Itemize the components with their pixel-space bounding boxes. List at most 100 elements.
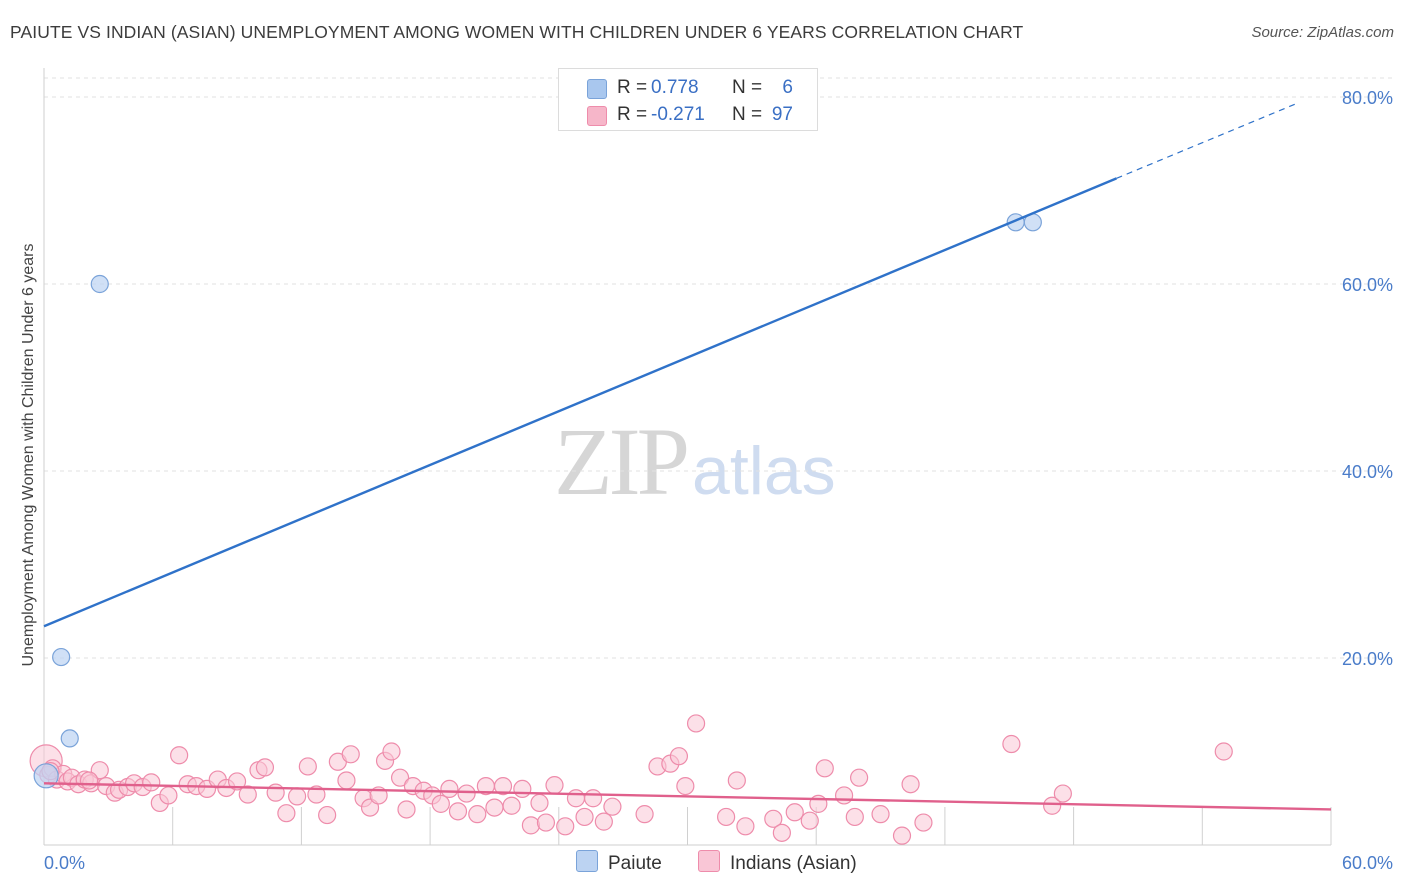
- indian-asian-point: [457, 784, 476, 803]
- r-value: -0.271: [651, 104, 705, 125]
- indian-asian-point: [288, 787, 307, 806]
- indian-asian-point: [736, 817, 755, 836]
- indian-asian-point: [1053, 784, 1072, 803]
- indian-asian-point: [566, 789, 586, 808]
- y-tick-label: 40.0%: [1342, 462, 1393, 482]
- indian-asian-point: [277, 804, 296, 823]
- indian-asian-point: [676, 776, 695, 796]
- y-tick-label: 80.0%: [1342, 88, 1393, 108]
- n-value: 97: [771, 104, 793, 125]
- indian-asian-point: [914, 813, 933, 832]
- indian-asian-point: [834, 786, 854, 805]
- indian-asian-point: [318, 805, 337, 825]
- indian-asian-swatch: [587, 106, 607, 126]
- indian-asian-point: [603, 797, 622, 816]
- indian-asian-point: [635, 805, 654, 824]
- r-label: R =: [617, 77, 648, 98]
- indian-asian-point: [727, 771, 746, 790]
- indian-asian-point: [556, 817, 575, 836]
- watermark-zip: ZIP: [554, 408, 690, 515]
- indian-asian-point: [440, 779, 459, 799]
- indian-asian-point: [815, 759, 834, 778]
- indian-asian-point: [849, 768, 869, 787]
- indian-asian-point: [901, 775, 920, 794]
- paiute-points: [33, 213, 1042, 789]
- indian-asian-point: [686, 714, 706, 733]
- indian-asian-point: [238, 785, 257, 804]
- tick-labels: 20.0% 40.0% 60.0% 80.0% 0.0% 60.0%: [44, 88, 1393, 873]
- indian-asian-point: [382, 742, 401, 761]
- indian-asian-points: [29, 714, 1233, 845]
- indian-asian-point: [390, 768, 410, 787]
- n-label: N =: [732, 104, 763, 125]
- indian-asian-point: [341, 745, 360, 764]
- legend-item-paiute: Paiute: [576, 850, 662, 875]
- paiute-legend-label: Paiute: [608, 853, 662, 874]
- indian-asian-point: [159, 786, 178, 805]
- indian-asian-point: [298, 757, 317, 776]
- chart-title: PAIUTE VS INDIAN (ASIAN) UNEMPLOYMENT AM…: [10, 22, 1024, 42]
- legend-row-paiute: R = 0.778 N = 6: [559, 75, 817, 103]
- indian-asian-point: [575, 807, 594, 827]
- indian-asian-point: [530, 793, 549, 813]
- indian-asian-point: [502, 796, 521, 815]
- paiute-trend-extension: [1116, 102, 1300, 179]
- indian-asian-point: [1214, 742, 1233, 761]
- indian-asian-point: [785, 803, 804, 822]
- x-tick-label-max: 60.0%: [1342, 853, 1393, 873]
- indian-asian-point: [513, 779, 532, 799]
- legend-item-indian-asian: Indians (Asian): [698, 850, 857, 875]
- indian-asian-point: [493, 776, 513, 796]
- indian-asian-point: [485, 798, 504, 817]
- watermark-atlas: atlas: [692, 433, 836, 509]
- indian-asian-point: [468, 805, 487, 824]
- n-value: 6: [782, 77, 793, 98]
- indian-asian-point: [397, 800, 416, 819]
- indian-asian-point: [227, 772, 247, 791]
- indian-asian-point: [845, 807, 864, 827]
- indian-asian-point: [448, 802, 468, 821]
- paiute-point: [33, 763, 59, 789]
- indian-asian-point: [800, 811, 819, 830]
- indian-asian-point: [255, 758, 275, 777]
- r-value: 0.778: [651, 77, 699, 98]
- paiute-point: [60, 729, 79, 748]
- n-label: N =: [732, 77, 763, 98]
- indian-asian-point: [717, 807, 736, 827]
- indian-asian-legend-label: Indians (Asian): [730, 853, 857, 874]
- x-tick-label-min: 0.0%: [44, 853, 85, 873]
- correlation-legend: R = 0.778 N = 6 R = -0.271 N = 97: [558, 68, 818, 131]
- indian-asian-point: [431, 794, 450, 813]
- paiute-legend-swatch: [576, 850, 598, 872]
- indian-asian-point: [584, 789, 603, 808]
- paiute-point: [90, 274, 109, 294]
- trend-lines: [43, 102, 1332, 811]
- indian-asian-point: [669, 747, 689, 766]
- paiute-point: [52, 647, 71, 667]
- indian-asian-point: [142, 773, 161, 792]
- indian-asian-point: [1043, 796, 1062, 815]
- paiute-trend-line: [43, 177, 1117, 628]
- grid-lines: [44, 77, 1392, 659]
- indian-asian-point: [764, 809, 783, 828]
- indian-asian-point: [545, 776, 564, 795]
- y-tick-label: 20.0%: [1342, 649, 1393, 669]
- indian-asian-point: [892, 826, 912, 845]
- indian-asian-point: [536, 813, 556, 832]
- indian-asian-point: [170, 746, 189, 765]
- watermark: ZIPatlas: [554, 406, 836, 517]
- indian-asian-point: [871, 805, 890, 824]
- indian-asian-point: [521, 816, 541, 835]
- indian-asian-point: [1002, 734, 1021, 754]
- legend-row-indian-asian: R = -0.271 N = 97: [559, 102, 817, 130]
- axes: [43, 68, 1332, 846]
- source-credit: Source: ZipAtlas.com: [1251, 24, 1394, 41]
- indian-asian-point: [307, 785, 326, 804]
- indian-asian-legend-swatch: [698, 850, 720, 872]
- indian-asian-point: [772, 823, 791, 842]
- indian-asian-point: [594, 812, 613, 831]
- r-label: R =: [617, 104, 648, 125]
- paiute-swatch: [587, 79, 607, 99]
- indian-asian-trend-line: [43, 782, 1332, 811]
